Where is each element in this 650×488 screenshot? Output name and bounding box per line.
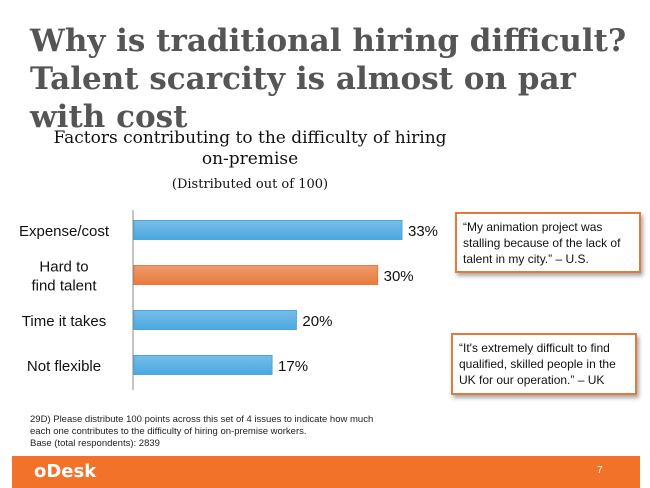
bar-value-label: 17% [278,358,308,375]
slide-title: Why is traditional hiring difficult? Tal… [30,23,627,135]
footnote-base: Base (total respondents): 2839 [30,438,160,449]
bar-value-label: 20% [302,313,332,330]
footnote-line: each one contributes to the difficulty o… [30,426,307,437]
category-label: Time it takes [22,313,106,330]
odesk-logo: oDesk [34,461,97,482]
chart-subtitle: (Distributed out of 100) [171,177,329,192]
bar-value-label: 30% [384,268,414,285]
footnote: 29D) Please distribute 100 points across… [30,414,373,450]
bar [133,220,403,240]
quote-box-us: “My animation project was stalling becau… [455,212,641,273]
bar-chart: 33% Expense/cost 30% Hard to find talent 20% T… [19,210,438,390]
bar [133,310,297,330]
page-number: 7 [597,465,603,476]
footnote-line: 29D) Please distribute 100 points across… [30,414,374,425]
bar [133,355,273,375]
chart-title: Factors contributing to the difficulty o… [53,128,447,169]
category-label: Hard to find talent [31,259,97,295]
category-label: Expense/cost [19,223,110,240]
bar [133,265,379,285]
category-label: Not flexible [27,358,101,375]
bar-value-label: 33% [408,223,438,240]
quote-box-uk: “It's extremely difficult to find qualif… [451,333,637,395]
footer-bar: oDesk 7 [12,456,640,488]
